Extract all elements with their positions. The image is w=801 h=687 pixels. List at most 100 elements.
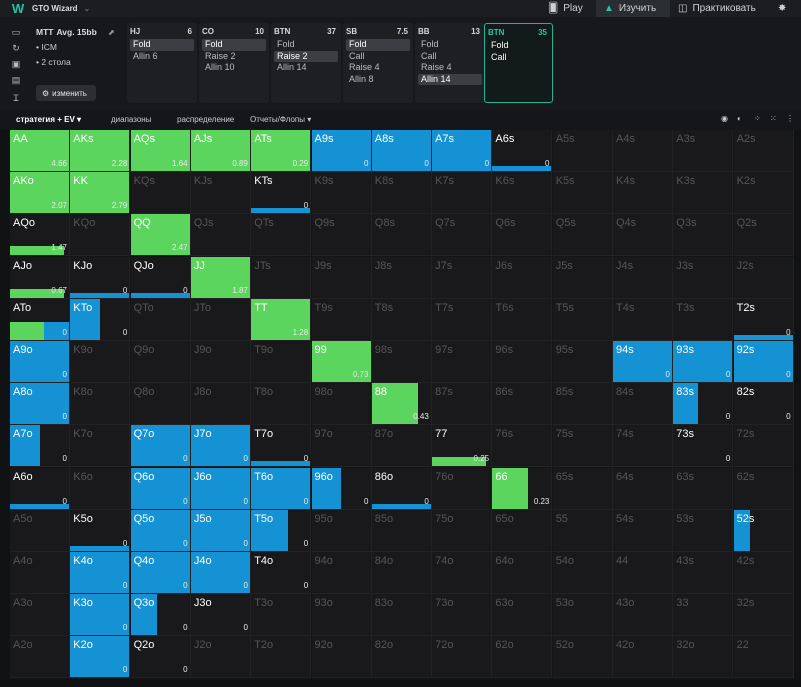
hand-cell[interactable]: J5o 0 bbox=[190, 509, 251, 552]
hand-cell[interactable]: QTs bbox=[251, 214, 312, 257]
hand-cell[interactable]: T8s bbox=[371, 298, 432, 341]
hand-cell[interactable]: 96o 0 bbox=[311, 467, 372, 510]
hand-cell[interactable]: J4o 0 bbox=[190, 552, 251, 594]
hand-cell[interactable]: J9o bbox=[190, 341, 251, 383]
hand-cell[interactable]: 97o bbox=[311, 425, 372, 468]
hand-cell[interactable]: 63s bbox=[673, 467, 734, 510]
hand-cell[interactable]: 98o bbox=[311, 383, 372, 426]
hand-cell[interactable]: ATs 0.29 bbox=[251, 130, 312, 172]
hand-cell[interactable]: 76o bbox=[432, 467, 493, 510]
hand-cell[interactable]: 92o bbox=[311, 636, 372, 679]
hand-cell[interactable]: 82o bbox=[371, 636, 432, 679]
hand-cell[interactable]: K8s bbox=[371, 172, 432, 215]
hand-cell[interactable]: 83o bbox=[371, 594, 432, 637]
action-item[interactable]: Fold bbox=[346, 39, 410, 51]
hand-cell[interactable]: KJo 0 bbox=[70, 256, 131, 299]
hand-cell[interactable]: AJs 0.89 bbox=[190, 130, 251, 172]
hand-cell[interactable]: 22 bbox=[733, 636, 794, 679]
hand-cell[interactable]: J3s bbox=[673, 256, 734, 299]
position-btn-2[interactable]: BTN 37 Fold Raise 2 Allin 14 bbox=[271, 23, 341, 103]
hand-cell[interactable]: JTs bbox=[251, 256, 312, 299]
hand-cell[interactable]: T8o bbox=[251, 383, 312, 426]
hand-cell[interactable]: A5o bbox=[10, 509, 70, 552]
hand-cell[interactable]: J6o 0 bbox=[190, 467, 251, 510]
action-item[interactable]: Fold bbox=[277, 39, 295, 49]
nav-practice[interactable]: ◫ Практиковать bbox=[678, 0, 756, 17]
hand-cell[interactable]: J6s bbox=[492, 256, 553, 299]
hand-cell[interactable]: 44 bbox=[613, 552, 673, 594]
hand-cell[interactable]: 92s 0 bbox=[733, 341, 794, 383]
hand-cell[interactable]: T4o 0 bbox=[251, 552, 312, 594]
hand-cell[interactable]: Q5s bbox=[552, 214, 613, 257]
hand-cell[interactable]: T5o 0 bbox=[251, 509, 312, 552]
hand-cell[interactable]: A2s bbox=[733, 130, 794, 172]
edit-button[interactable]: ⚙ изменить bbox=[36, 85, 96, 101]
hand-cell[interactable]: 74o bbox=[432, 552, 493, 594]
grid-small-icon[interactable]: ⁘ bbox=[754, 114, 761, 123]
hand-cell[interactable]: T7s bbox=[432, 298, 493, 341]
hand-cell[interactable]: 42o bbox=[613, 636, 673, 679]
hand-cell[interactable]: Q6o 0 bbox=[130, 467, 191, 510]
reports-dropdown[interactable]: Отчеты/Флопы ▾ bbox=[250, 115, 311, 124]
hand-cell[interactable]: J7o 0 bbox=[190, 425, 251, 468]
hand-cell[interactable]: 77 0.25 bbox=[432, 425, 493, 468]
hand-cell[interactable]: T4s bbox=[613, 298, 673, 341]
hand-cell[interactable]: Q2s bbox=[733, 214, 794, 257]
hand-cell[interactable]: 32o bbox=[673, 636, 734, 679]
action-item[interactable]: Call bbox=[349, 50, 365, 61]
hand-cell[interactable]: Q4o 0 bbox=[130, 552, 191, 594]
hand-cell[interactable]: J8o bbox=[190, 383, 251, 426]
action-item[interactable]: Raise 4 bbox=[349, 62, 380, 72]
action-item[interactable]: Fold bbox=[130, 39, 194, 51]
hand-cell[interactable]: 98s bbox=[371, 341, 432, 383]
action-item[interactable]: Call bbox=[491, 51, 507, 62]
hand-cell[interactable]: 53s bbox=[673, 509, 734, 552]
hand-cell[interactable]: AA 4.66 bbox=[10, 130, 70, 172]
hand-cell[interactable]: J7s bbox=[432, 256, 493, 299]
strategy-dropdown[interactable]: стратегия + EV ▾ bbox=[16, 115, 81, 124]
hand-cell[interactable]: KQo bbox=[70, 214, 131, 257]
hand-cell[interactable]: 64s bbox=[613, 467, 673, 510]
hand-cell[interactable]: 99 0.73 bbox=[311, 341, 372, 383]
hand-cell[interactable]: Q8o bbox=[130, 383, 191, 426]
hand-cell[interactable]: AKo 2.07 bbox=[10, 172, 70, 215]
hand-cell[interactable]: AJo 0.67 bbox=[10, 256, 70, 299]
action-item[interactable]: Allin 14 bbox=[277, 62, 307, 72]
hand-cell[interactable]: 88 0.43 bbox=[371, 383, 432, 426]
hand-cell[interactable]: AQs 1.64 bbox=[130, 130, 191, 172]
hand-cell[interactable]: T5s bbox=[552, 298, 613, 341]
hand-cell[interactable]: QJo 0 bbox=[130, 256, 191, 299]
hand-cell[interactable]: J3o 0 bbox=[190, 594, 251, 637]
position-sb-3[interactable]: SB 7.5 Fold Call Raise 4 Allin 8 bbox=[343, 23, 413, 103]
hand-cell[interactable]: A8o 0 bbox=[10, 383, 70, 426]
hand-cell[interactable]: 95s bbox=[552, 341, 613, 383]
action-item[interactable]: Call bbox=[421, 50, 437, 61]
hand-cell[interactable]: K3o 0 bbox=[70, 594, 131, 637]
hand-cell[interactable]: K7o bbox=[70, 425, 131, 468]
hand-cell[interactable]: 62o bbox=[492, 636, 553, 679]
hand-cell[interactable]: T2o bbox=[251, 636, 312, 679]
nav-more[interactable]: ✸ bbox=[778, 0, 791, 17]
hand-cell[interactable]: 82s 0 bbox=[733, 383, 794, 426]
hand-cell[interactable]: QQ 2.47 bbox=[130, 214, 191, 257]
action-item[interactable]: Fold bbox=[491, 40, 509, 50]
hand-cell[interactable]: 85o bbox=[371, 509, 432, 552]
action-item[interactable]: Allin 10 bbox=[205, 62, 235, 72]
hand-cell[interactable]: K8o bbox=[70, 383, 131, 426]
hand-cell[interactable]: 63o bbox=[492, 594, 553, 637]
hand-cell[interactable]: 52o bbox=[552, 636, 613, 679]
hand-cell[interactable]: K5o 0 bbox=[70, 509, 131, 552]
hand-cell[interactable]: A2o bbox=[10, 636, 70, 679]
hand-cell[interactable]: K6s bbox=[492, 172, 553, 215]
app-title[interactable]: GTO Wizard bbox=[32, 4, 78, 13]
hand-cell[interactable]: J8s bbox=[371, 256, 432, 299]
hand-cell[interactable]: 43o bbox=[613, 594, 673, 637]
hand-cell[interactable]: ATo 0 bbox=[10, 298, 70, 341]
action-item[interactable]: Allin 14 bbox=[418, 73, 482, 85]
hand-cell[interactable]: 54s bbox=[613, 509, 673, 552]
hand-cell[interactable]: T9s bbox=[311, 298, 372, 341]
hand-cell[interactable]: K9o bbox=[70, 341, 131, 383]
hand-cell[interactable]: J9s bbox=[311, 256, 372, 299]
hand-cell[interactable]: K2o 0 bbox=[70, 636, 131, 679]
hand-cell[interactable]: KQs bbox=[130, 172, 191, 215]
